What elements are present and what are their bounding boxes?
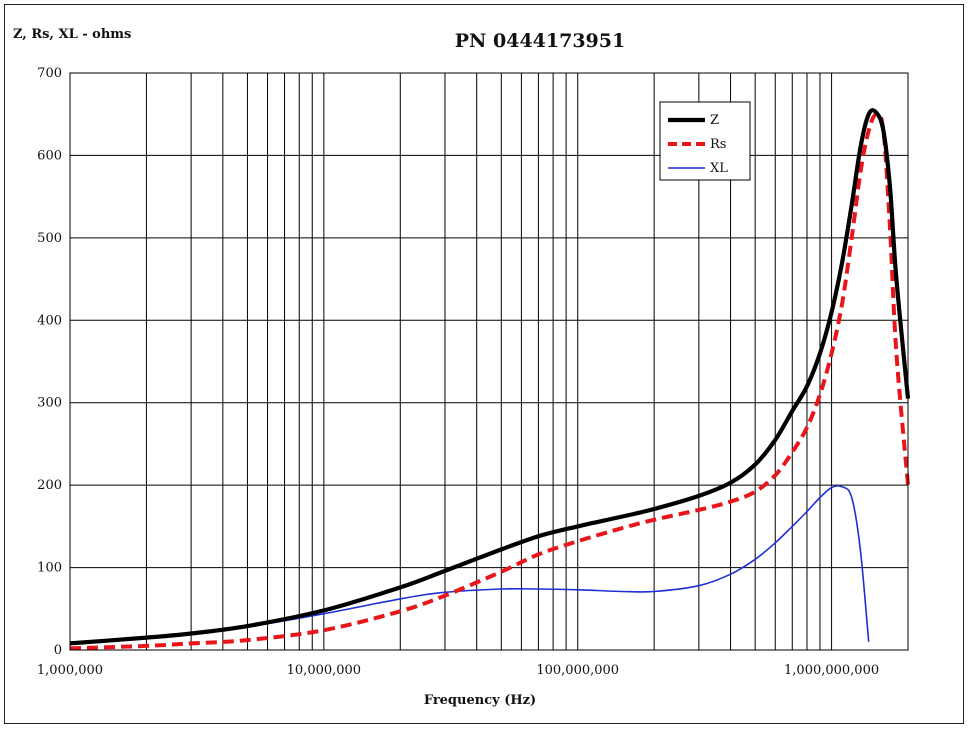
- y-tick-label: 300: [37, 396, 62, 411]
- y-tick-label: 600: [37, 148, 62, 163]
- y-tick-label: 400: [37, 313, 62, 328]
- legend-box: [659, 101, 751, 181]
- x-tick-label: 1,000,000: [37, 663, 103, 678]
- y-axis-label: Z, Rs, XL - ohms: [13, 27, 131, 42]
- legend-label-xl: XL: [710, 161, 728, 176]
- chart-title: PN 0444173951: [455, 30, 625, 52]
- series-line-xl: [69, 485, 870, 645]
- legend-label-z: Z: [710, 113, 719, 128]
- y-tick-label: 0: [54, 643, 62, 658]
- legend: Z Rs XL: [659, 101, 751, 181]
- x-axis-label: Frequency (Hz): [424, 693, 536, 708]
- series-line-rs: [69, 112, 910, 651]
- x-tick-label: 10,000,000: [287, 663, 361, 678]
- plot-border: [69, 72, 909, 651]
- series-lines: [69, 108, 911, 651]
- grid: [70, 73, 908, 650]
- y-tick-label: 500: [37, 231, 62, 246]
- y-tick-label: 700: [37, 66, 62, 81]
- impedance-chart: 0 100 200 300 400 500 600 700 1,000,000 10,000,00…: [13, 27, 911, 708]
- legend-label-rs: Rs: [710, 137, 726, 152]
- chart-frame: 0 100 200 300 400 500 600 700 1,000,000 10,000,00…: [4, 4, 964, 724]
- y-tick-label: 200: [37, 478, 62, 493]
- x-tick-label: 100,000,000: [536, 663, 619, 678]
- series-line-z: [69, 108, 911, 646]
- y-tick-label: 100: [37, 561, 62, 576]
- x-tick-label: 1,000,000,000: [784, 663, 879, 678]
- legend-items: Z Rs XL: [668, 113, 728, 176]
- tick-labels: 0 100 200 300 400 500 600 700 1,000,000 10,000,00…: [37, 66, 879, 678]
